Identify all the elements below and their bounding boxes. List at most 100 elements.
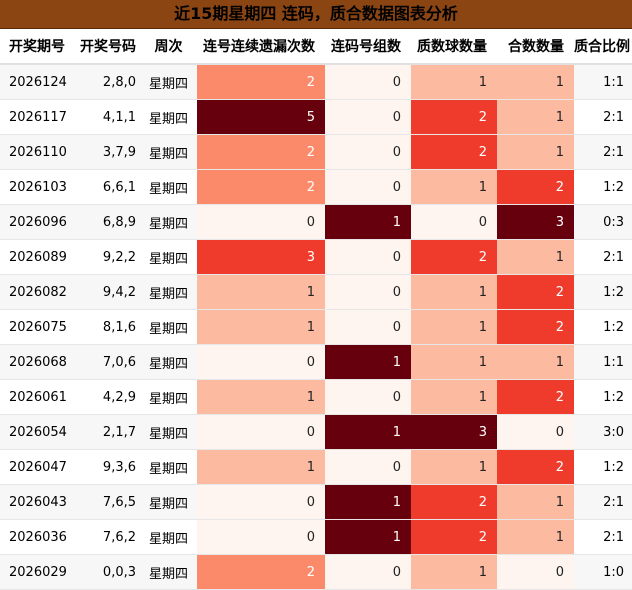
prime-count-cell: 1 xyxy=(411,449,497,485)
header-weekday[interactable]: 周次 xyxy=(140,29,197,65)
consecutive-groups-cell: 0 xyxy=(325,309,411,345)
ratio-cell: 1:2 xyxy=(574,309,632,345)
header-ratio[interactable]: 质合比例 xyxy=(574,29,632,65)
prime-count-cell: 1 xyxy=(411,379,497,415)
weekday-cell: 星期四 xyxy=(140,449,197,485)
numbers-cell: 9,2,2 xyxy=(70,239,140,275)
consecutive-miss-cell: 2 xyxy=(197,134,325,170)
composite-count-cell: 2 xyxy=(497,379,574,415)
numbers-cell: 7,6,2 xyxy=(70,519,140,555)
ratio-cell: 1:0 xyxy=(574,554,632,590)
consecutive-miss-cell: 0 xyxy=(197,204,325,240)
issue-cell: 2026054 xyxy=(0,414,70,450)
composite-count-cell: 0 xyxy=(497,414,574,450)
numbers-cell: 6,8,9 xyxy=(70,204,140,240)
consecutive-groups-cell: 0 xyxy=(325,554,411,590)
weekday-cell: 星期四 xyxy=(140,484,197,520)
weekday-cell: 星期四 xyxy=(140,344,197,380)
prime-count-cell: 0 xyxy=(411,204,497,240)
table-row: 2026029 0,0,3 星期四 2 0 1 0 1:0 xyxy=(0,554,632,590)
table-row: 2026054 2,1,7 星期四 0 1 3 0 3:0 xyxy=(0,414,632,450)
numbers-cell: 6,6,1 xyxy=(70,169,140,205)
consecutive-groups-cell: 0 xyxy=(325,134,411,170)
consecutive-groups-cell: 0 xyxy=(325,99,411,135)
prime-count-cell: 2 xyxy=(411,519,497,555)
composite-count-cell: 2 xyxy=(497,449,574,485)
weekday-cell: 星期四 xyxy=(140,414,197,450)
consecutive-miss-cell: 1 xyxy=(197,379,325,415)
consecutive-groups-cell: 0 xyxy=(325,379,411,415)
ratio-cell: 1:2 xyxy=(574,379,632,415)
consecutive-miss-cell: 1 xyxy=(197,309,325,345)
table-row: 2026089 9,2,2 星期四 3 0 2 1 2:1 xyxy=(0,239,632,275)
numbers-cell: 7,0,6 xyxy=(70,344,140,380)
header-consecutive-miss[interactable]: 连号连续遗漏次数 xyxy=(197,29,325,65)
table-row: 2026110 3,7,9 星期四 2 0 2 1 2:1 xyxy=(0,134,632,170)
ratio-cell: 1:1 xyxy=(574,64,632,100)
weekday-cell: 星期四 xyxy=(140,239,197,275)
header-composite-count[interactable]: 合数数量 xyxy=(497,29,574,65)
ratio-cell: 2:1 xyxy=(574,99,632,135)
numbers-cell: 4,2,9 xyxy=(70,379,140,415)
ratio-cell: 1:1 xyxy=(574,344,632,380)
prime-count-cell: 1 xyxy=(411,274,497,310)
consecutive-miss-cell: 2 xyxy=(197,64,325,100)
composite-count-cell: 1 xyxy=(497,484,574,520)
table-row: 2026117 4,1,1 星期四 5 0 2 1 2:1 xyxy=(0,99,632,135)
header-consecutive-groups[interactable]: 连码号组数 xyxy=(325,29,411,65)
consecutive-groups-cell: 0 xyxy=(325,274,411,310)
consecutive-miss-cell: 0 xyxy=(197,344,325,380)
weekday-cell: 星期四 xyxy=(140,134,197,170)
header-issue[interactable]: 开奖期号 xyxy=(0,29,70,65)
table-row: 2026036 7,6,2 星期四 0 1 2 1 2:1 xyxy=(0,519,632,555)
numbers-cell: 2,8,0 xyxy=(70,64,140,100)
weekday-cell: 星期四 xyxy=(140,204,197,240)
table-row: 2026103 6,6,1 星期四 2 0 1 2 1:2 xyxy=(0,169,632,205)
consecutive-miss-cell: 2 xyxy=(197,169,325,205)
ratio-cell: 2:1 xyxy=(574,134,632,170)
issue-cell: 2026075 xyxy=(0,309,70,345)
issue-cell: 2026036 xyxy=(0,519,70,555)
issue-cell: 2026043 xyxy=(0,484,70,520)
ratio-cell: 2:1 xyxy=(574,519,632,555)
header-prime-count[interactable]: 质数球数量 xyxy=(411,29,497,65)
numbers-cell: 8,1,6 xyxy=(70,309,140,345)
composite-count-cell: 1 xyxy=(497,519,574,555)
issue-cell: 2026029 xyxy=(0,554,70,590)
table-row: 2026061 4,2,9 星期四 1 0 1 2 1:2 xyxy=(0,379,632,415)
header-numbers[interactable]: 开奖号码 xyxy=(70,29,140,65)
consecutive-miss-cell: 3 xyxy=(197,239,325,275)
issue-cell: 2026103 xyxy=(0,169,70,205)
prime-count-cell: 2 xyxy=(411,484,497,520)
consecutive-groups-cell: 0 xyxy=(325,239,411,275)
composite-count-cell: 1 xyxy=(497,64,574,100)
composite-count-cell: 1 xyxy=(497,134,574,170)
consecutive-miss-cell: 0 xyxy=(197,519,325,555)
data-table: 开奖期号 开奖号码 周次 连号连续遗漏次数 连码号组数 质数球数量 合数数量 质… xyxy=(0,29,632,590)
prime-count-cell: 1 xyxy=(411,344,497,380)
issue-cell: 2026124 xyxy=(0,64,70,100)
ratio-cell: 3:0 xyxy=(574,414,632,450)
numbers-cell: 9,4,2 xyxy=(70,274,140,310)
issue-cell: 2026047 xyxy=(0,449,70,485)
consecutive-groups-cell: 1 xyxy=(325,344,411,380)
issue-cell: 2026110 xyxy=(0,134,70,170)
table-row: 2026043 7,6,5 星期四 0 1 2 1 2:1 xyxy=(0,484,632,520)
consecutive-miss-cell: 2 xyxy=(197,554,325,590)
consecutive-groups-cell: 1 xyxy=(325,484,411,520)
consecutive-groups-cell: 0 xyxy=(325,449,411,485)
numbers-cell: 9,3,6 xyxy=(70,449,140,485)
prime-count-cell: 2 xyxy=(411,134,497,170)
table-row: 2026096 6,8,9 星期四 0 1 0 3 0:3 xyxy=(0,204,632,240)
issue-cell: 2026082 xyxy=(0,274,70,310)
table-header-row: 开奖期号 开奖号码 周次 连号连续遗漏次数 连码号组数 质数球数量 合数数量 质… xyxy=(0,29,632,65)
consecutive-groups-cell: 1 xyxy=(325,519,411,555)
ratio-cell: 2:1 xyxy=(574,239,632,275)
consecutive-groups-cell: 1 xyxy=(325,204,411,240)
table-row: 2026068 7,0,6 星期四 0 1 1 1 1:1 xyxy=(0,344,632,380)
composite-count-cell: 1 xyxy=(497,344,574,380)
weekday-cell: 星期四 xyxy=(140,274,197,310)
weekday-cell: 星期四 xyxy=(140,379,197,415)
consecutive-miss-cell: 0 xyxy=(197,414,325,450)
numbers-cell: 2,1,7 xyxy=(70,414,140,450)
